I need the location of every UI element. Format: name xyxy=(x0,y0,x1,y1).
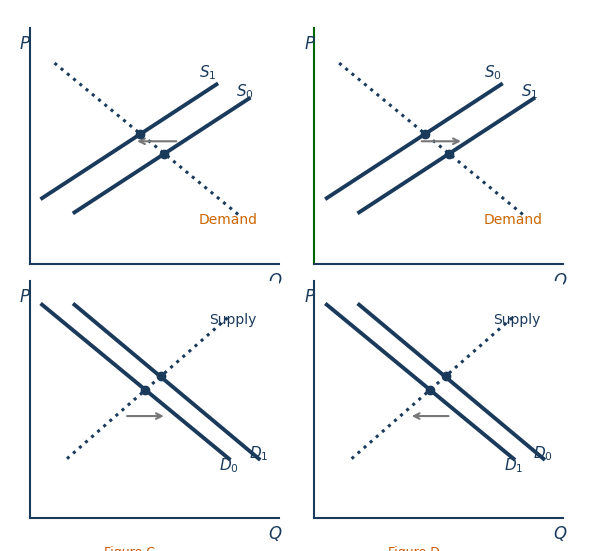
Text: $S_0$: $S_0$ xyxy=(237,82,254,101)
Text: Q: Q xyxy=(269,525,282,543)
Text: Demand: Demand xyxy=(199,213,258,227)
Text: Figure D: Figure D xyxy=(388,546,440,551)
Text: $D_1$: $D_1$ xyxy=(503,457,523,476)
Text: $D_1$: $D_1$ xyxy=(249,445,268,463)
Text: Supply: Supply xyxy=(209,312,256,327)
Text: $S_0$: $S_0$ xyxy=(484,63,502,82)
Text: P: P xyxy=(20,35,30,53)
Text: Q: Q xyxy=(269,272,282,290)
Text: $S_1$: $S_1$ xyxy=(199,63,216,82)
Text: $S_1$: $S_1$ xyxy=(521,82,538,101)
Text: P: P xyxy=(304,288,314,306)
Text: P: P xyxy=(304,35,314,53)
Text: P: P xyxy=(20,288,30,306)
Text: Q: Q xyxy=(553,525,566,543)
Text: Figure A: Figure A xyxy=(104,293,155,305)
Text: Supply: Supply xyxy=(493,312,541,327)
Text: Demand: Demand xyxy=(484,213,543,227)
Text: Figure B: Figure B xyxy=(388,293,439,305)
Text: Figure C: Figure C xyxy=(104,546,155,551)
Text: Q: Q xyxy=(553,272,566,290)
Text: $D_0$: $D_0$ xyxy=(219,457,239,476)
Text: $D_0$: $D_0$ xyxy=(534,445,553,463)
